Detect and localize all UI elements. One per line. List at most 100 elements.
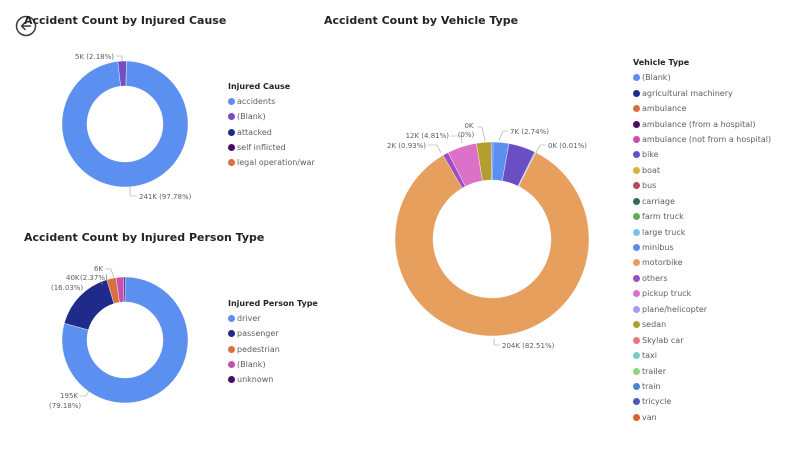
donut-chart-injured-person-type[interactable]: [0, 0, 320, 466]
legend-item[interactable]: boat: [633, 163, 771, 178]
legend-dot-icon: [228, 361, 235, 369]
legend-item[interactable]: bike: [633, 147, 771, 162]
legend-vehicle-type: Vehicle Type (Blank) agricultural machine…: [633, 58, 771, 425]
legend-dot-icon: [633, 305, 640, 313]
legend-label: ambulance (not from a hospital): [642, 134, 772, 144]
data-label-blank: 5K (2.18%): [75, 53, 114, 61]
legend-dot-icon: [228, 113, 235, 121]
legend-dot-icon: [633, 182, 640, 190]
legend-item[interactable]: bus: [633, 178, 771, 193]
legend-item[interactable]: (Blank): [633, 70, 771, 85]
legend-dot-icon: [228, 144, 235, 152]
legend-label: accidents: [237, 97, 276, 107]
legend-item[interactable]: legal operation/war: [228, 155, 315, 170]
legend-dot-icon: [633, 105, 640, 113]
legend-item[interactable]: (Blank): [228, 109, 315, 124]
legend-dot-icon: [228, 98, 235, 106]
chart-title-vehicle-type: Accident Count by Vehicle Type: [324, 14, 519, 27]
back-button[interactable]: [15, 15, 37, 37]
donut-slice[interactable]: [61, 60, 189, 188]
legend-dot-icon: [633, 166, 640, 174]
legend-dot-icon: [228, 345, 235, 353]
legend-item[interactable]: accidents: [228, 94, 315, 109]
legend-dot-icon: [633, 352, 640, 360]
legend-dot-icon: [633, 89, 640, 97]
legend-label: pickup truck: [642, 289, 692, 299]
legend-item[interactable]: tricycle: [633, 394, 771, 409]
donut-slice[interactable]: [123, 276, 126, 303]
data-labels-injured-person-type: 6K 40K (2.37%) (16.03%) 195K (79.18%): [49, 265, 115, 410]
legend-injured-cause: Injured Cause accidents (Blank) attacked se…: [228, 82, 315, 170]
legend-item[interactable]: van: [633, 410, 771, 425]
legend-label: tricycle: [642, 397, 672, 407]
data-label-driver-pct: (79.18%): [49, 402, 81, 410]
chart-title-injured-person-type: Accident Count by Injured Person Type: [24, 231, 265, 244]
legend-item[interactable]: ambulance (not from a hospital): [633, 132, 771, 147]
legend-item[interactable]: pickup truck: [633, 286, 771, 301]
legend-item[interactable]: plane/helicopter: [633, 302, 771, 317]
legend-item[interactable]: sedan: [633, 317, 771, 332]
data-labels-injured-cause: 5K (2.18%) 241K (97.78%): [75, 53, 192, 201]
legend-dot-icon: [633, 228, 640, 236]
legend-label: (Blank): [642, 73, 671, 83]
data-label-blank: 7K (2.74%): [510, 128, 549, 136]
legend-item[interactable]: pedestrian: [228, 342, 318, 357]
data-label-large-truck: 0K (0.01%): [548, 142, 587, 150]
data-label-tricycle-pct: (0%): [458, 131, 475, 139]
legend-label: ambulance (from a hospital): [642, 119, 756, 129]
legend-label: ambulance: [642, 104, 687, 114]
legend-injured-person-type: Injured Person Type driver passenger pedes…: [228, 299, 318, 387]
legend-item[interactable]: minibus: [633, 240, 771, 255]
legend-dot-icon: [633, 151, 640, 159]
legend-item[interactable]: driver: [228, 311, 318, 326]
legend-dot-icon: [633, 259, 640, 267]
legend-item[interactable]: trailer: [633, 363, 771, 378]
legend-dot-icon: [633, 74, 640, 82]
legend-dot-icon: [633, 398, 640, 406]
legend-item[interactable]: unknown: [228, 372, 318, 387]
legend-dot-icon: [228, 315, 235, 323]
legend-item[interactable]: (Blank): [228, 357, 318, 372]
legend-dot-icon: [633, 135, 640, 143]
donut-slice[interactable]: [61, 276, 189, 404]
data-label-passenger-pct: (16.03%): [51, 284, 83, 292]
legend-dot-icon: [228, 330, 235, 338]
legend-dot-icon: [633, 367, 640, 375]
data-label-others: 2K (0.93%): [387, 142, 426, 150]
data-label-accidents: 241K (97.78%): [139, 193, 192, 201]
legend-dot-icon: [633, 197, 640, 205]
legend-dot-icon: [633, 290, 640, 298]
donut-slice[interactable]: [117, 60, 127, 87]
legend-item[interactable]: agricultural machinery: [633, 85, 771, 100]
data-label-pickup-truck: 12K (4.81%): [406, 132, 450, 140]
legend-label: unknown: [237, 375, 274, 385]
legend-item[interactable]: ambulance: [633, 101, 771, 116]
legend-item[interactable]: taxi: [633, 348, 771, 363]
legend-label: self inflicted: [237, 143, 286, 153]
legend-label: boat: [642, 165, 661, 175]
legend-item[interactable]: motorbike: [633, 255, 771, 270]
legend-item[interactable]: self inflicted: [228, 140, 315, 155]
legend-label: (Blank): [237, 112, 266, 122]
legend-label: legal operation/war: [237, 158, 315, 168]
data-label-passenger: 40K: [66, 274, 80, 282]
donut-chart-injured-cause[interactable]: [0, 0, 300, 210]
donut-slice[interactable]: [394, 152, 590, 337]
legend-item[interactable]: farm truck: [633, 209, 771, 224]
legend-item[interactable]: train: [633, 379, 771, 394]
legend-dot-icon: [633, 321, 640, 329]
legend-label: pedestrian: [237, 344, 280, 354]
legend-item[interactable]: ambulance (from a hospital): [633, 116, 771, 131]
donut-slice[interactable]: [491, 141, 494, 181]
legend-label: taxi: [642, 351, 657, 361]
legend-item[interactable]: carriage: [633, 194, 771, 209]
legend-item[interactable]: attacked: [228, 125, 315, 140]
legend-title: Vehicle Type: [633, 58, 690, 67]
legend-label: plane/helicopter: [642, 304, 708, 314]
legend-item[interactable]: passenger: [228, 326, 318, 341]
legend-item[interactable]: large truck: [633, 224, 771, 239]
legend-item[interactable]: Skylab car: [633, 332, 771, 347]
legend-label: large truck: [642, 227, 686, 237]
legend-item[interactable]: others: [633, 271, 771, 286]
